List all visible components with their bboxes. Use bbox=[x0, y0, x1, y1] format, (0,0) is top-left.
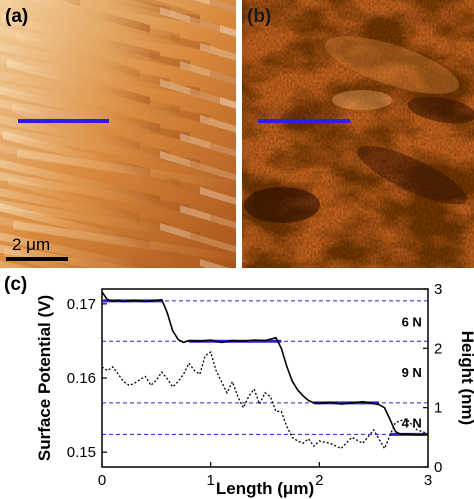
scalebar bbox=[6, 257, 68, 261]
panel-a-label: (a) bbox=[5, 6, 29, 27]
line-profile-marker-a bbox=[18, 119, 109, 123]
y-left-tick-label: 0.15 bbox=[67, 444, 96, 461]
panel-b-label: (b) bbox=[247, 6, 272, 27]
panel-b-potential-image: (b) bbox=[242, 0, 474, 268]
annotation-label: 6 N bbox=[402, 315, 422, 330]
annotation-label: 9 N bbox=[402, 365, 422, 380]
terrace-fit-lines bbox=[102, 299, 428, 436]
line-profile-chart: (c) 0 1 2 3 0.15 0.16 0.17 0 1 2 3 6 N 9 N 4 N Len… bbox=[4, 274, 474, 498]
scalebar-label: 2 μm bbox=[12, 235, 51, 254]
y-left-tick-label: 0.16 bbox=[67, 370, 96, 387]
annotation-label: 4 N bbox=[402, 416, 422, 431]
y-axis-right-label: Height (nm) bbox=[458, 331, 474, 425]
potential-map bbox=[242, 0, 474, 268]
series-surface-potential bbox=[101, 350, 429, 450]
topography-terraces bbox=[0, 0, 236, 268]
x-tick-label: 2 bbox=[315, 472, 323, 489]
x-tick-label: 1 bbox=[206, 472, 214, 489]
reference-level-lines bbox=[102, 300, 428, 435]
y-right-tick-label: 0 bbox=[434, 459, 442, 476]
panel-a-topography-image: (a) 2 μm bbox=[0, 0, 236, 268]
series-height bbox=[101, 291, 429, 436]
x-tick-label: 0 bbox=[98, 472, 106, 489]
y-right-tick-label: 2 bbox=[434, 340, 442, 357]
line-profile-marker-b bbox=[258, 119, 350, 123]
x-axis-label: Length (μm) bbox=[216, 479, 314, 498]
x-tick-label: 3 bbox=[424, 472, 432, 489]
y-right-tick-label: 1 bbox=[434, 400, 442, 417]
y-right-tick-label: 3 bbox=[434, 281, 442, 298]
y-left-tick-label: 0.17 bbox=[67, 296, 96, 313]
panel-c-label: (c) bbox=[4, 274, 27, 295]
y-axis-left-label: Surface Potential (V) bbox=[35, 295, 54, 461]
